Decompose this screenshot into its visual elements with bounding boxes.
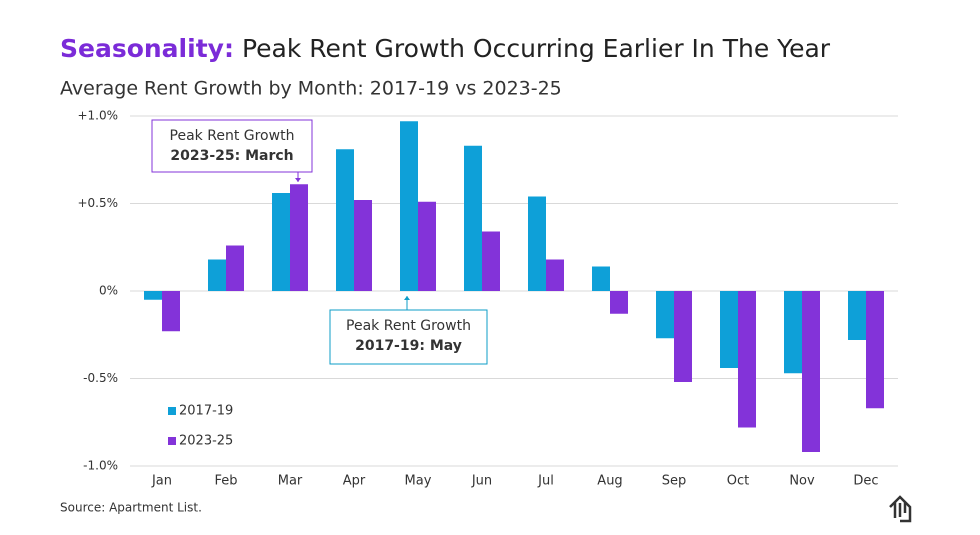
- y-tick-label: +0.5%: [77, 196, 118, 210]
- bar: [866, 291, 884, 409]
- annotation-text: Peak Rent Growth: [170, 128, 295, 144]
- bar: [848, 291, 866, 340]
- logo: [889, 495, 912, 523]
- bar: [482, 231, 500, 291]
- y-tick-label: 0%: [99, 284, 118, 298]
- x-tick-label: Sep: [662, 474, 687, 489]
- annotation-arrowhead: [404, 296, 410, 300]
- legend-swatch: [168, 437, 176, 445]
- bar: [610, 291, 628, 314]
- x-tick-label: Jan: [151, 474, 172, 489]
- annotation-text: 2017-19: May: [355, 338, 462, 354]
- title-main: Peak Rent Growth Occurring Earlier In Th…: [242, 34, 831, 63]
- bar: [528, 196, 546, 291]
- title-highlight: Seasonality:: [60, 34, 234, 63]
- legend-label: 2023-25: [179, 434, 233, 449]
- bar: [546, 259, 564, 291]
- bar: [354, 200, 372, 291]
- bar: [592, 266, 610, 291]
- bar: [674, 291, 692, 382]
- x-tick-label: Apr: [343, 474, 366, 489]
- bar: [400, 121, 418, 291]
- annotation-box: [329, 309, 488, 365]
- subtitle: Average Rent Growth by Month: 2017-19 vs…: [60, 78, 562, 100]
- bar: [464, 145, 482, 291]
- annotation-arrowhead: [295, 178, 301, 182]
- bar: [144, 291, 162, 300]
- legend-label: 2017-19: [179, 404, 233, 419]
- x-tick-label: May: [405, 474, 432, 489]
- x-tick-label: Dec: [853, 474, 878, 489]
- annotation-box: [151, 119, 313, 173]
- bar: [738, 291, 756, 428]
- bar: [226, 245, 244, 291]
- y-tick-label: -1.0%: [83, 459, 118, 473]
- x-tick-label: Aug: [597, 474, 622, 489]
- legend-swatch: [168, 407, 176, 415]
- bar: [290, 184, 308, 291]
- bar: [208, 259, 226, 291]
- annotation-text: 2023-25: March: [170, 148, 293, 164]
- bar: [784, 291, 802, 374]
- bar: [162, 291, 180, 332]
- chart-title: Seasonality: Peak Rent Growth Occurring E…: [60, 34, 831, 63]
- bar: [656, 291, 674, 339]
- x-tick-label: Nov: [789, 474, 815, 489]
- x-tick-label: Jul: [537, 474, 554, 489]
- source: Source: Apartment List.: [60, 501, 202, 515]
- bar: [418, 201, 436, 291]
- x-tick-label: Feb: [214, 474, 237, 489]
- y-tick-label: -0.5%: [83, 371, 118, 385]
- x-tick-label: Mar: [278, 474, 303, 489]
- bar: [802, 291, 820, 452]
- bar: [272, 193, 290, 291]
- x-tick-label: Oct: [727, 474, 749, 489]
- y-tick-label: +1.0%: [77, 109, 118, 123]
- x-tick-label: Jun: [471, 474, 492, 489]
- annotation-text: Peak Rent Growth: [346, 318, 471, 334]
- bar: [336, 149, 354, 291]
- bar: [720, 291, 738, 368]
